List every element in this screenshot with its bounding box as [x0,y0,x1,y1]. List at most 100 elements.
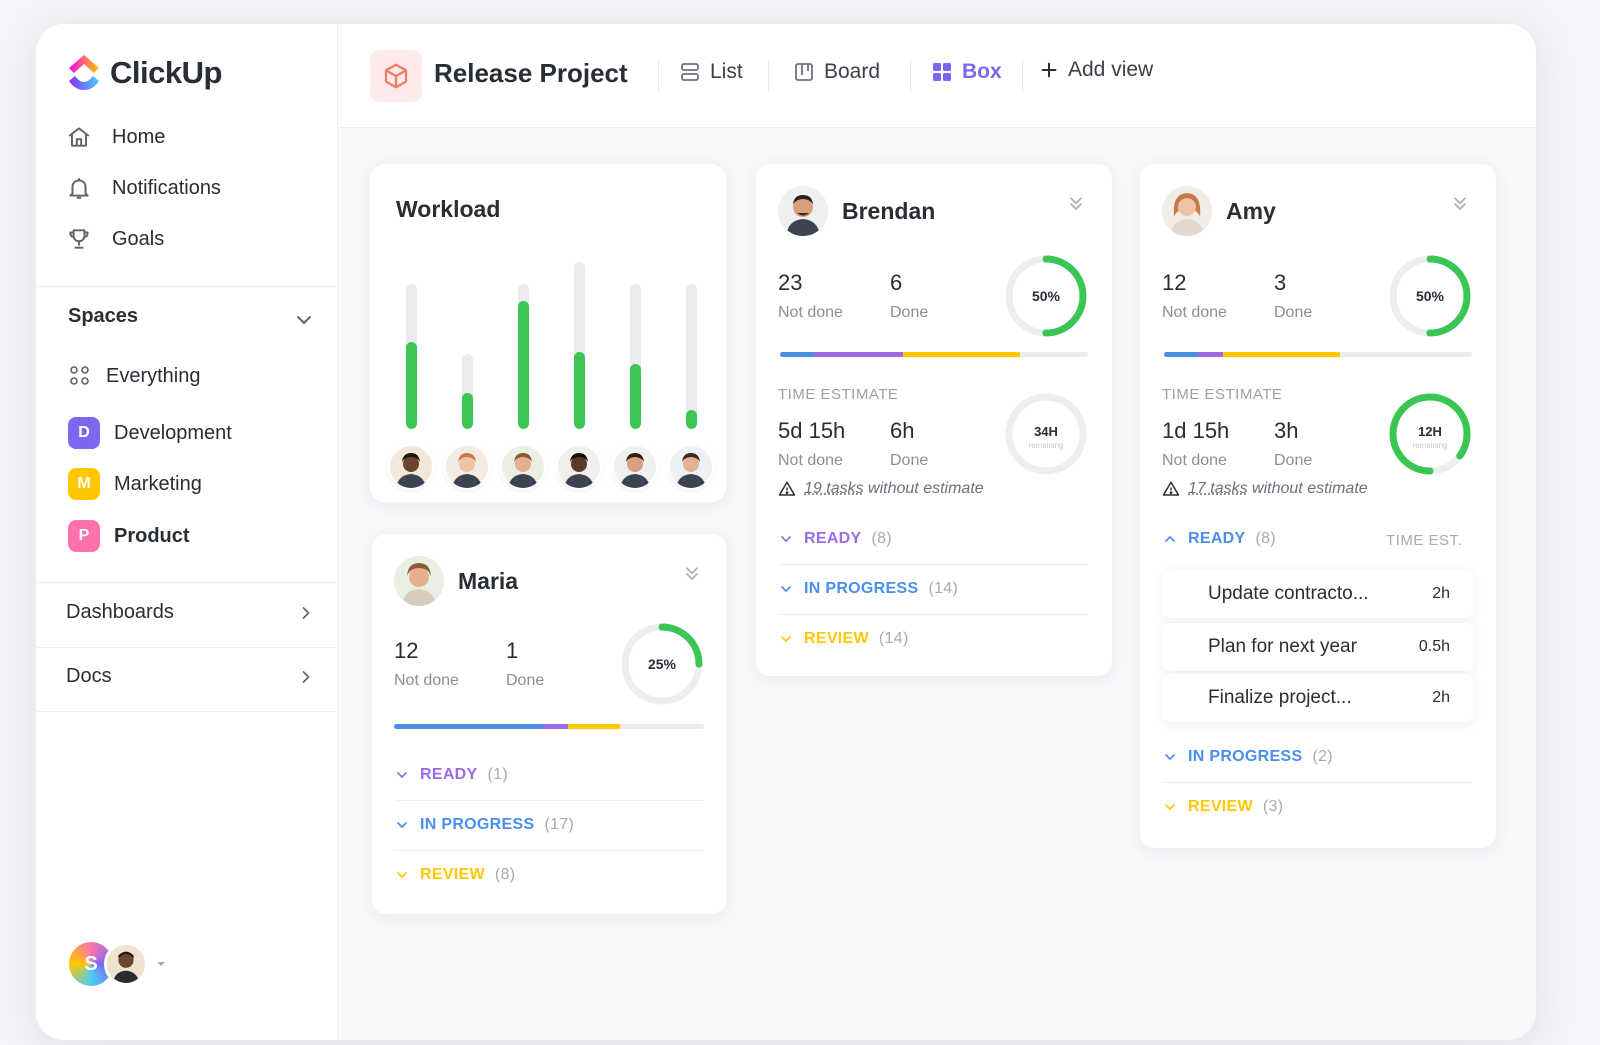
logo[interactable]: ClickUp [66,54,222,92]
status-count: (8) [494,866,516,883]
nav-goals[interactable]: Goals [66,226,164,252]
nav-home[interactable]: Home [66,124,165,150]
space-everything[interactable]: Everything [68,364,201,388]
user-menu[interactable]: S [66,939,168,989]
list-icon [681,63,699,81]
board-icon [795,63,813,81]
workload-bar[interactable] [518,301,529,429]
divider [394,850,704,851]
divider [658,60,659,92]
status-ready-header[interactable]: READY (8) [1162,530,1276,548]
avatar[interactable] [614,446,656,488]
estimate-warning[interactable]: 17 tasks without estimate [1162,480,1368,498]
status-label: REVIEW [804,630,869,647]
time-not-done: 5d 15h [778,418,846,443]
dashboards-row[interactable]: Dashboards [66,601,316,624]
add-view-button[interactable]: Add view [1038,58,1153,82]
ring-progress [1005,255,1087,337]
task-row[interactable]: Finalize project... 2h [1162,674,1474,722]
remaining-ring: 12H remaining [1386,390,1474,483]
time-done: 3h [1274,418,1299,443]
workload-title: Workload [396,196,501,222]
person-header: Brendan [778,186,935,236]
not-done-stat: 12 Not done [1162,270,1227,322]
percent-ring: 25% [618,620,706,713]
space-label: Marketing [114,472,202,495]
warning-count[interactable]: 19 tasks [804,480,864,497]
status-label: IN PROGRESS [804,580,919,597]
remaining-value: 34H [1034,424,1058,439]
dashboards-label: Dashboards [66,601,174,623]
done-stat: 6 Done [890,270,928,322]
workload-bar[interactable] [406,342,417,429]
tab-box[interactable]: Box [930,60,1002,84]
chevron-down-icon [397,772,407,779]
nav-notifications[interactable]: Notifications [66,175,221,201]
status-group-in-progress[interactable]: IN PROGRESS (2) [1162,748,1333,766]
space-product[interactable]: P Product [68,520,190,552]
status-group-in-progress[interactable]: IN PROGRESS (14) [778,580,958,598]
tab-list[interactable]: List [678,60,743,84]
space-marketing[interactable]: M Marketing [68,468,202,500]
avatar[interactable] [670,446,712,488]
space-badge: D [68,417,100,449]
estimate-warning[interactable]: 19 tasks without estimate [778,480,984,498]
done-label: Done [1274,452,1313,469]
docs-row[interactable]: Docs [66,665,316,688]
progress-segment [813,352,904,357]
workload-bar[interactable] [462,393,473,429]
divider [778,614,1088,615]
workload-bar-track [686,284,697,429]
percent-label: 50% [1416,288,1445,304]
workload-bar-track [630,284,641,429]
tab-board[interactable]: Board [792,60,880,84]
task-row[interactable]: Plan for next year 0.5h [1162,623,1474,671]
project-icon [370,50,422,102]
workload-bar[interactable] [686,410,697,429]
chevron-down-icon [397,872,407,879]
warning-icon [778,481,796,496]
status-group-review[interactable]: REVIEW (8) [394,866,515,884]
status-group-review[interactable]: REVIEW (3) [1162,798,1283,816]
status-count: (14) [878,630,909,647]
time-not-done-stat: 1d 15h Not done [1162,418,1229,470]
space-development[interactable]: D Development [68,417,232,449]
status-label: REVIEW [420,866,485,883]
task-row[interactable]: Update contracto... 2h [1162,570,1474,618]
warning-count[interactable]: 17 tasks [1188,480,1248,497]
status-group-ready[interactable]: READY (8) [778,530,892,548]
avatar[interactable] [502,446,544,488]
collapse-icon[interactable] [682,564,702,584]
avatar[interactable] [390,446,432,488]
workload-bar[interactable] [574,352,585,429]
chevron-down-icon[interactable] [292,308,316,332]
progress-bar [780,352,1088,357]
time-done-stat: 6h Done [890,418,928,470]
workload-bar-track [406,284,417,429]
avatar [1162,186,1212,236]
avatar[interactable] [558,446,600,488]
person-name: Amy [1226,197,1276,224]
status-group-in-progress[interactable]: IN PROGRESS (17) [394,816,574,834]
status-count: (8) [871,530,892,547]
workload-bar[interactable] [630,364,641,429]
logo-text: ClickUp [110,55,222,90]
nav-label: Notifications [112,176,221,199]
divider [768,60,769,92]
collapse-icon[interactable] [1450,194,1470,214]
not-done-label: Not done [778,304,843,321]
remaining-ring-chart: 12H remaining [1389,393,1471,475]
collapse-icon[interactable] [1066,194,1086,214]
space-label: Development [114,421,232,444]
box-grid-icon [933,63,951,81]
chevron-down-icon [397,822,407,829]
status-group-ready[interactable]: READY (1) [394,766,508,784]
time-est-header: TIME EST. [1386,532,1463,549]
divider [36,647,338,648]
tab-label: List [710,60,743,83]
chevron-down-icon [781,636,791,643]
avatar[interactable] [446,446,488,488]
status-group-review[interactable]: REVIEW (14) [778,630,909,648]
time-done-stat: 3h Done [1274,418,1312,470]
not-done-label: Not done [1162,304,1227,321]
